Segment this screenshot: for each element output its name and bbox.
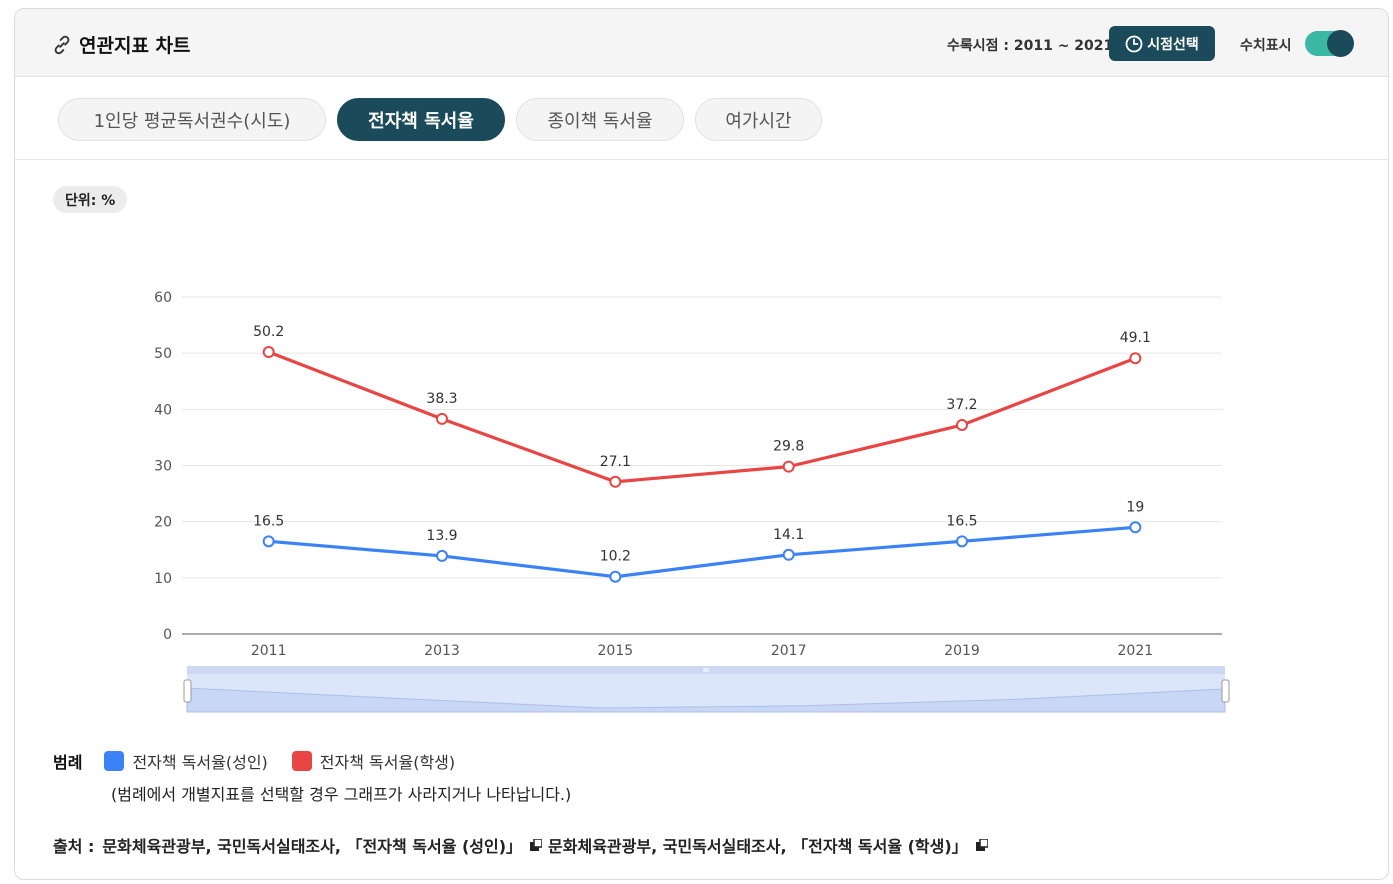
link-icon — [54, 35, 70, 54]
clock-icon — [1125, 35, 1143, 52]
tab-ebook-reading-rate[interactable]: 전자책 독서율 — [337, 98, 505, 141]
period-range: 수록시점 : 2011 ~ 2021 — [947, 38, 1114, 54]
source-line: 출처 : 문화체육관광부, 국민독서실태조사, 「전자책 독서율 (성인)」 문… — [53, 833, 994, 857]
legend-title: 범례 — [53, 753, 83, 772]
series-layer: 16.5 13.9 10.2 14.1 16.5 19 50.2 38.3 27.1 29.8 37… — [253, 324, 1151, 583]
data-label: 29.8 — [773, 439, 804, 455]
data-point — [1129, 352, 1142, 365]
source-label: 출처 : — [53, 837, 95, 856]
zoom-handle-right — [1221, 679, 1230, 703]
data-label: 27.1 — [600, 454, 631, 470]
legend-swatch-student — [291, 751, 312, 771]
y-tick-label: 10 — [154, 571, 172, 587]
legend-item-student[interactable]: 전자책 독서율(학생) — [291, 749, 456, 773]
data-label: 16.5 — [253, 513, 284, 529]
line-chart: 0 10 20 30 40 50 60 2011 2013 2015 2017 2019 2021 1… — [154, 290, 1230, 713]
data-label: 16.5 — [946, 513, 977, 529]
external-link-icon[interactable] — [530, 839, 543, 851]
value-display-label: 수치표시 — [1240, 38, 1292, 54]
external-link-icon[interactable] — [975, 839, 988, 851]
zoom-handle-left — [183, 679, 192, 703]
data-point — [782, 548, 795, 561]
data-point — [1129, 521, 1142, 534]
legend-swatch-adult — [104, 751, 125, 771]
data-point — [262, 346, 275, 359]
y-tick-label: 0 — [163, 627, 172, 643]
toggle-knob — [1327, 30, 1354, 57]
source-link-student[interactable]: 문화체육관광부, 국민독서실태조사, 「전자책 독서율 (학생)」 — [548, 837, 968, 856]
data-point — [609, 475, 622, 488]
data-point — [436, 412, 448, 425]
panel-title-text: 연관지표 차트 — [79, 35, 191, 57]
x-tick-label: 2017 — [771, 643, 807, 659]
data-label: 10.2 — [600, 549, 631, 565]
legend-label-adult: 전자책 독서율(성인) — [132, 753, 268, 772]
legend-item-adult[interactable]: 전자책 독서율(성인) — [104, 749, 268, 773]
data-point — [609, 570, 622, 583]
grid-lines — [182, 296, 1222, 635]
x-tick-label: 2013 — [424, 643, 460, 659]
panel-title: 연관지표 차트 — [51, 31, 191, 58]
series-line — [268, 525, 1136, 579]
x-tick-label: 2019 — [944, 643, 980, 659]
y-tick-label: 30 — [154, 459, 172, 475]
x-tick-label: 2015 — [598, 643, 634, 659]
y-tick-label: 60 — [154, 290, 172, 306]
data-label: 14.1 — [773, 527, 804, 543]
data-point — [782, 460, 795, 473]
legend-note: (범례에서 개별지표를 선택할 경우 그래프가 사라지거나 나타납니다.) — [111, 785, 572, 804]
x-tick-label: 2011 — [251, 643, 287, 659]
tab-paper-book-reading-rate[interactable]: 종이책 독서율 — [516, 98, 684, 141]
period-select-label: 시점선택 — [1147, 36, 1199, 53]
data-label: 50.2 — [253, 324, 284, 340]
data-label: 49.1 — [1120, 330, 1151, 346]
data-label: 19 — [1126, 499, 1144, 515]
data-point — [956, 419, 968, 432]
data-label: 37.2 — [946, 397, 977, 413]
tab-leisure-time[interactable]: 여가시간 — [695, 98, 822, 141]
y-tick-label: 50 — [154, 346, 172, 362]
y-axis-ticks: 0 10 20 30 40 50 60 — [154, 290, 172, 643]
indicator-tabs: 1인당 평균독서권수(시도) 전자책 독서율 종이책 독서율 여가시간 — [15, 77, 1388, 160]
value-display-toggle[interactable] — [1305, 30, 1354, 57]
data-point — [436, 549, 448, 562]
data-label: 13.9 — [426, 528, 457, 544]
x-axis-ticks: 2011 2013 2015 2017 2019 2021 — [251, 643, 1153, 659]
unit-badge: 단위: % — [53, 186, 128, 213]
data-label: 38.3 — [426, 391, 457, 407]
series-line — [268, 350, 1136, 484]
legend: 범례 전자책 독서율(성인) 전자책 독서율(학생) — [53, 749, 479, 773]
legend-label-student: 전자책 독서율(학생) — [319, 753, 456, 772]
panel-header: 연관지표 차트 수록시점 : 2011 ~ 2021 시점선택 수치표시 — [15, 9, 1388, 77]
data-point — [956, 535, 968, 548]
period-select-button[interactable]: 시점선택 — [1109, 26, 1215, 61]
y-tick-label: 40 — [154, 402, 172, 418]
x-tick-label: 2021 — [1118, 643, 1154, 659]
zoom-slider-preview — [186, 687, 1226, 713]
data-point — [262, 535, 275, 548]
zoom-slider[interactable] — [183, 666, 1230, 713]
tab-avg-books-per-person[interactable]: 1인당 평균독서권수(시도) — [58, 98, 326, 141]
chart-panel: 연관지표 차트 수록시점 : 2011 ~ 2021 시점선택 수치표시 1인당… — [14, 8, 1389, 880]
y-tick-label: 20 — [154, 515, 172, 531]
source-link-adult[interactable]: 문화체육관광부, 국민독서실태조사, 「전자책 독서율 (성인)」 — [102, 837, 523, 856]
